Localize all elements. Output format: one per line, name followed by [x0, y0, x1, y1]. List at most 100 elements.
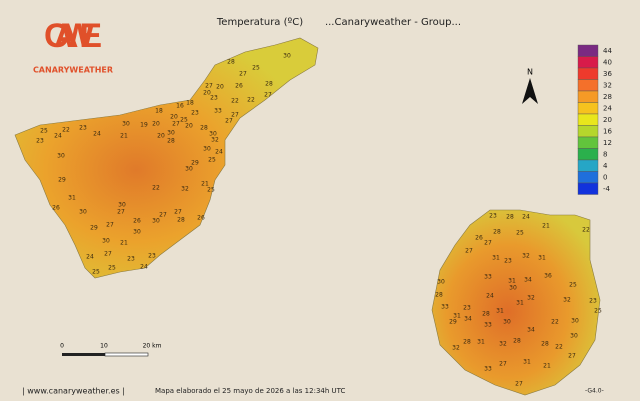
color-scale-segment	[577, 90, 599, 103]
station-temperature: 33	[484, 322, 492, 329]
station-temperature: 28	[177, 217, 185, 224]
title: Temperatura (ºC)	[216, 17, 303, 28]
north-arrow-shape	[522, 78, 538, 104]
color-scale-segment	[577, 136, 599, 149]
station-temperature: 30	[185, 166, 193, 173]
scale-segment	[62, 353, 105, 356]
station-temperature: 22	[152, 185, 160, 192]
station-temperature: 27	[264, 92, 272, 99]
station-temperature: 27	[239, 71, 247, 78]
station-temperature: 34	[527, 327, 535, 334]
station-temperature: 16	[176, 103, 184, 110]
station-temperature: 26	[475, 235, 483, 242]
station-temperature: 28	[435, 292, 443, 299]
north-arrow: N	[522, 68, 538, 104]
station-temperature: 18	[186, 100, 194, 107]
station-temperature: 27	[104, 251, 112, 258]
station-temperature: 20	[170, 114, 178, 121]
station-temperature: 28	[167, 138, 175, 145]
station-temperature: 23	[210, 95, 218, 102]
logo-name: CANARYWEATHER	[33, 66, 113, 75]
station-temperature: 27	[225, 118, 233, 125]
station-temperature: 22	[555, 344, 563, 351]
scale-segment	[104, 352, 149, 357]
station-temperature: 21	[201, 181, 209, 188]
station-temperature: 28	[227, 59, 235, 66]
station-temperature: 21	[120, 133, 128, 140]
station-temperature: 27	[117, 209, 125, 216]
station-temperature: 32	[181, 186, 189, 193]
color-scale-segment	[577, 44, 599, 57]
color-scale-label: 32	[603, 81, 612, 89]
station-temperature: 28	[200, 125, 208, 132]
footer-site: | www.canaryweather.es |	[22, 387, 125, 396]
station-temperature: 31	[68, 195, 76, 202]
station-temperature: 29	[90, 225, 98, 232]
station-temperature: 28	[506, 214, 514, 221]
station-temperature: 30	[509, 285, 517, 292]
station-temperature: 25	[207, 187, 215, 194]
station-temperature: 20	[203, 90, 211, 97]
station-temperature: 31	[492, 255, 500, 262]
color-scale-label: 36	[603, 70, 612, 78]
station-temperature: 22	[231, 98, 239, 105]
station-temperature: 23	[148, 253, 156, 260]
station-temperature: 23	[36, 138, 44, 145]
station-temperature: 27	[106, 222, 114, 229]
station-temperature: 20	[157, 133, 165, 140]
station-temperature: 34	[464, 316, 472, 323]
station-temperature: 31	[538, 255, 546, 262]
station-temperature: 30	[133, 229, 141, 236]
station-temperature: 30	[167, 130, 175, 137]
station-temperature: 20	[185, 123, 193, 130]
station-temperature: 27	[172, 121, 180, 128]
station-temperature: 27	[174, 209, 182, 216]
color-scale-segment	[577, 159, 599, 172]
station-temperature: 24	[93, 131, 101, 138]
station-temperature: 24	[86, 254, 94, 261]
station-temperature: 24	[522, 214, 530, 221]
station-temperature: 26	[133, 218, 141, 225]
logo: CAWE CANARYWEATHER	[33, 17, 113, 75]
island-gran-canaria	[431, 209, 601, 396]
station-temperature: 31	[477, 339, 485, 346]
station-temperature: 30	[122, 121, 130, 128]
island-tenerife	[14, 37, 319, 279]
station-temperature: 33	[484, 366, 492, 373]
station-temperature: 31	[496, 308, 504, 315]
station-temperature: 31	[508, 278, 516, 285]
station-temperature: 27	[515, 381, 523, 388]
station-temperature: 34	[524, 277, 532, 284]
station-temperature: 22	[582, 227, 590, 234]
station-temperature: 23	[504, 258, 512, 265]
station-temperature: 30	[283, 53, 291, 60]
color-scale-label: -4	[603, 185, 611, 193]
station-temperature: 27	[465, 248, 473, 255]
color-scale-segment	[577, 56, 599, 69]
station-temperature: 31	[523, 359, 531, 366]
station-temperature: 32	[499, 341, 507, 348]
station-temperature: 27	[499, 361, 507, 368]
station-temperature: 24	[215, 149, 223, 156]
station-temperature: 22	[247, 97, 255, 104]
station-temperature: 21	[542, 223, 550, 230]
station-temperature: 23	[127, 256, 135, 263]
subtitle: ...Canaryweather - Group...	[325, 17, 461, 28]
color-scale-segment	[577, 148, 599, 161]
footer-version: -G4.0-	[585, 388, 604, 395]
station-temperature: 24	[486, 293, 494, 300]
station-temperature: 29	[58, 177, 66, 184]
station-temperature: 21	[543, 363, 551, 370]
station-temperature: 20	[152, 121, 160, 128]
station-temperature: 23	[489, 213, 497, 220]
station-temperature: 36	[544, 273, 552, 280]
station-temperature: 29	[449, 319, 457, 326]
station-temperature: 32	[211, 137, 219, 144]
station-temperature: 30	[437, 279, 445, 286]
station-temperature: 30	[570, 333, 578, 340]
footer-note: Mapa elaborado el 25 mayo de 2026 a las …	[155, 387, 346, 395]
station-temperature: 31	[453, 313, 461, 320]
station-temperature: 30	[203, 146, 211, 153]
station-temperature: 30	[571, 318, 579, 325]
